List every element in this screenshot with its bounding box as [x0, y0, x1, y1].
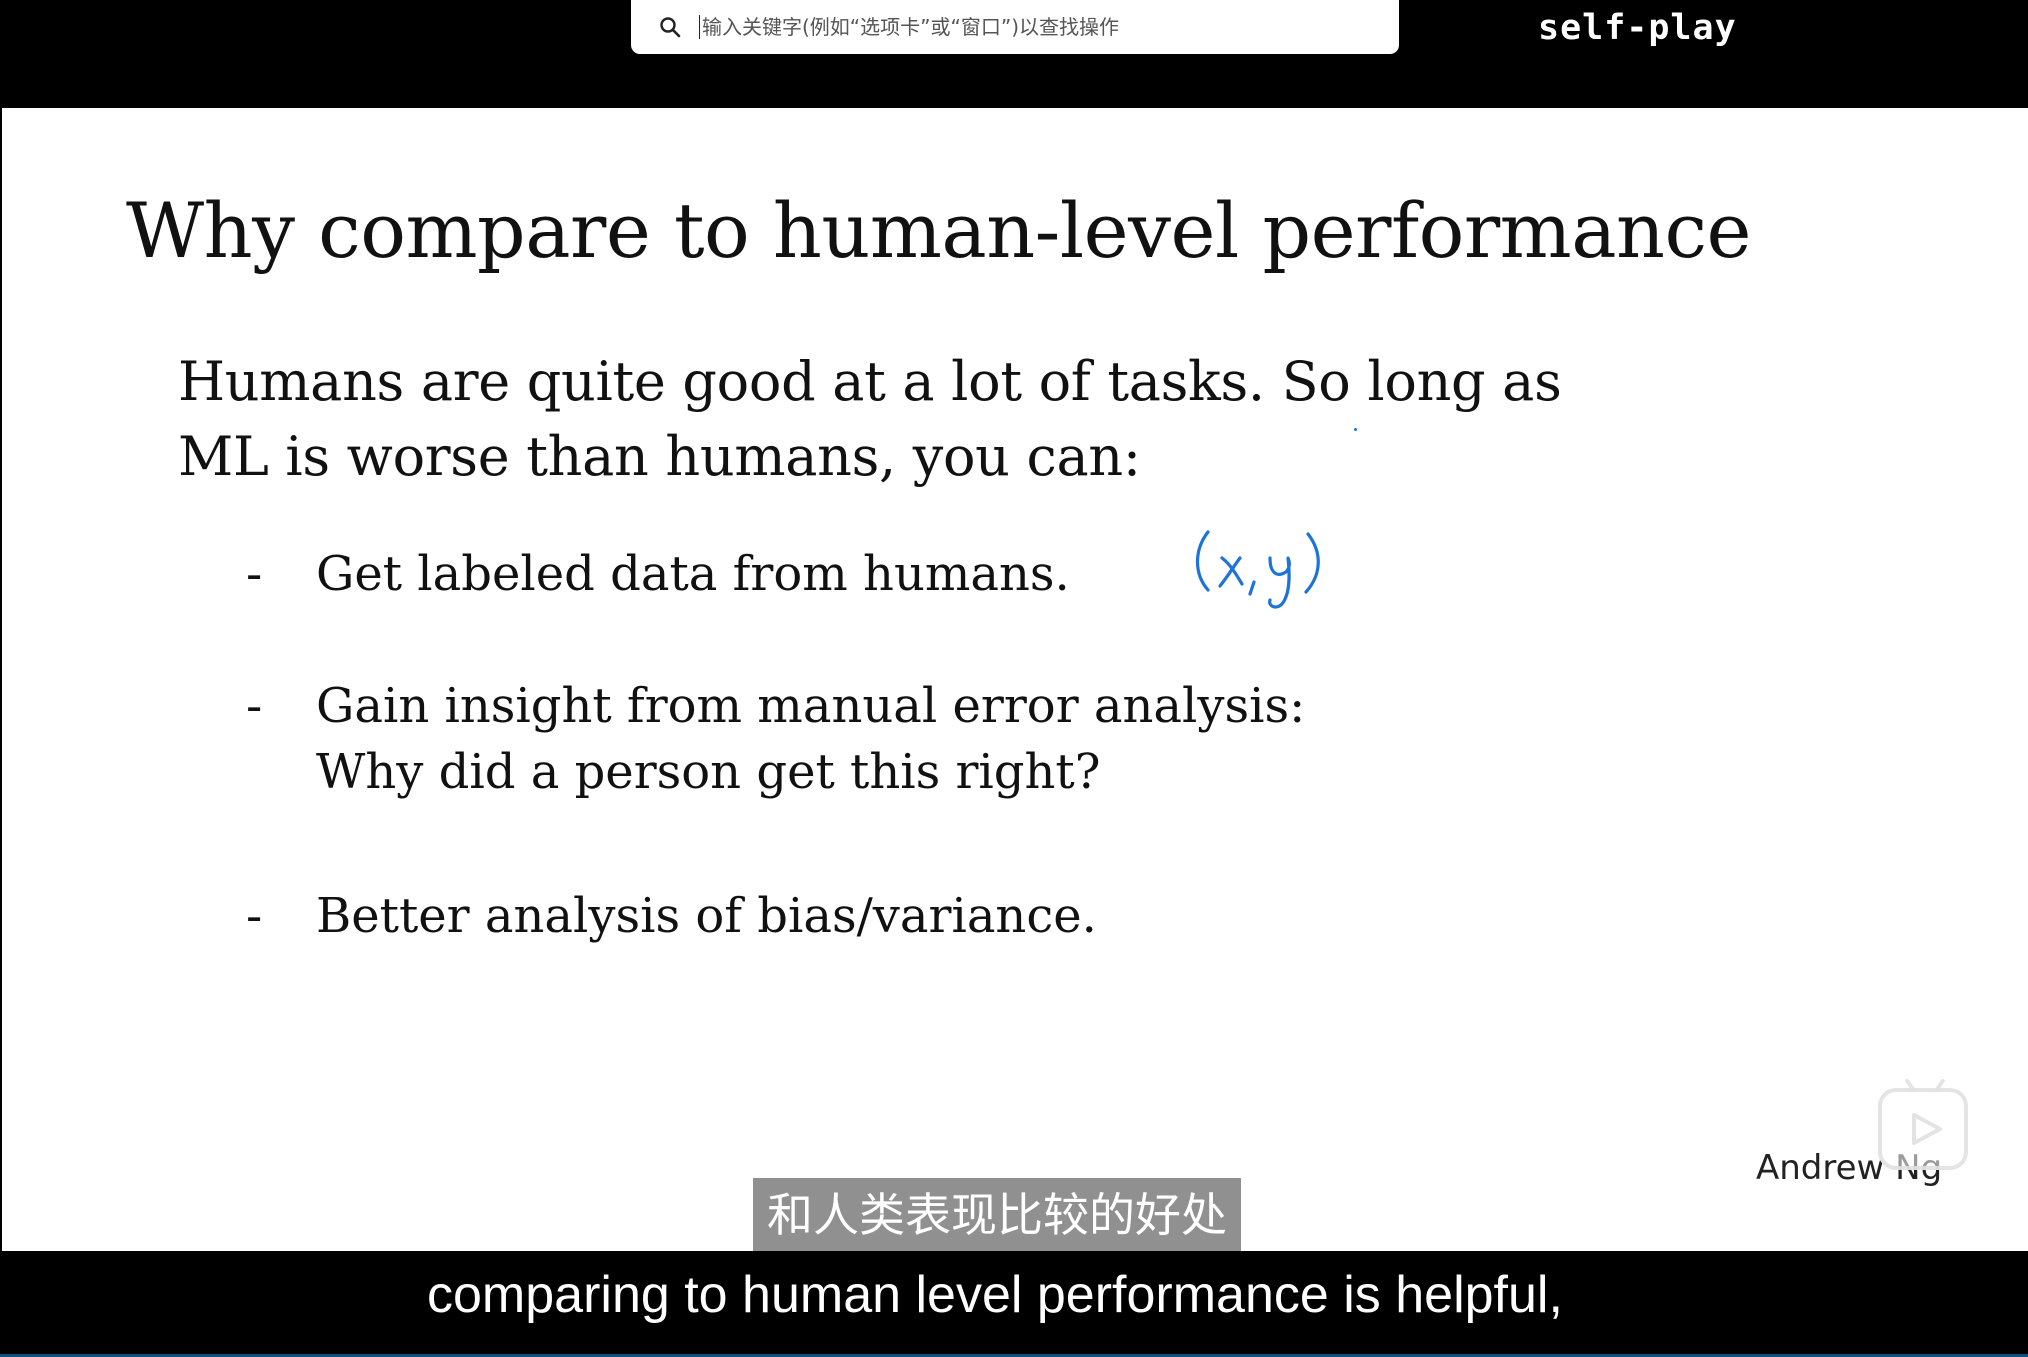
subtitle-bar	[0, 1251, 2028, 1357]
lecture-slide: Why compare to human-level performance H…	[2, 108, 2028, 1251]
bottom-accent-line	[0, 1354, 2028, 1357]
intro-line: Humans are quite good at a lot of tasks.…	[178, 350, 1562, 413]
slide-intro: Humans are quite good at a lot of tasks.…	[178, 344, 1738, 494]
bullet-dash: -	[246, 888, 263, 944]
handwritten-annotation-xy	[1190, 528, 1340, 632]
bullet-text: Gain insight from manual error analysis:…	[316, 678, 1306, 800]
window-tab-title[interactable]: self-play	[1538, 8, 1737, 48]
ink-speck	[1354, 428, 1357, 431]
subtitle-english: comparing to human level performance is …	[427, 1266, 1563, 1324]
bullet-text: Get labeled data from humans.	[316, 546, 1070, 602]
bullet-text: Better analysis of bias/variance.	[316, 888, 1097, 944]
search-icon	[659, 16, 681, 38]
intro-line: ML is worse than humans, you can:	[178, 425, 1141, 488]
subtitle-chinese: 和人类表现比较的好处	[753, 1178, 1241, 1252]
search-input[interactable]	[699, 15, 1342, 39]
video-play-overlay[interactable]	[1878, 1088, 1968, 1170]
top-bar: self-play	[0, 0, 2028, 108]
slide-title: Why compare to human-level performance	[126, 186, 1752, 275]
command-search-box[interactable]	[631, 0, 1399, 54]
bullet-dash: -	[246, 678, 263, 734]
bullet-dash: -	[246, 546, 263, 602]
